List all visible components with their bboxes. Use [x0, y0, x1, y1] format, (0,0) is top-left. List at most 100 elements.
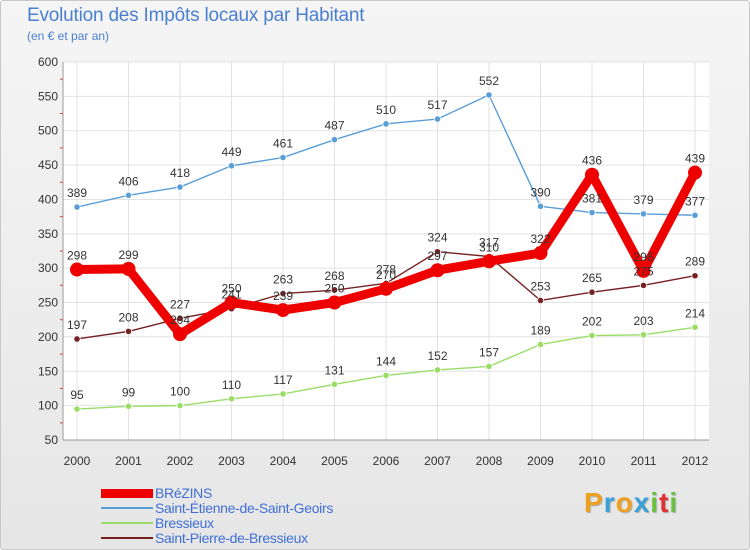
- data-point: [433, 366, 442, 374]
- y-tick-label: 300: [38, 261, 58, 275]
- y-tick-label: 250: [38, 296, 58, 310]
- y-tick-label: 100: [38, 399, 58, 413]
- data-label: 418: [170, 166, 190, 180]
- data-point: [279, 290, 287, 298]
- y-tick-label: 550: [38, 89, 58, 103]
- data-label: 189: [530, 323, 550, 337]
- data-label: 95: [70, 388, 84, 402]
- legend-swatch: [101, 507, 153, 509]
- chart-subtitle: (en € et par an): [27, 29, 110, 43]
- data-point: [176, 402, 184, 410]
- data-label: 436: [582, 154, 602, 168]
- data-point: [227, 395, 236, 403]
- data-label: 377: [685, 194, 705, 208]
- x-tick-label: 2005: [321, 454, 348, 468]
- logo-letter: r: [603, 487, 616, 518]
- data-point: [330, 136, 339, 144]
- data-label: 381: [582, 192, 602, 206]
- x-tick-label: 2011: [631, 454, 657, 468]
- data-label: 157: [479, 345, 499, 359]
- data-label: 265: [582, 271, 602, 285]
- data-point: [73, 203, 81, 211]
- data-label: 208: [118, 310, 138, 324]
- data-point: [485, 91, 493, 99]
- data-point: [636, 263, 651, 278]
- x-tick-label: 2004: [270, 454, 297, 468]
- y-tick-label: 50: [45, 433, 59, 447]
- data-label: 241: [221, 288, 241, 302]
- data-label: 253: [530, 279, 550, 293]
- legend-label: BRéZINS: [155, 485, 213, 501]
- data-point: [330, 286, 339, 294]
- data-point: [691, 323, 699, 331]
- data-label: 517: [427, 98, 447, 112]
- data-point: [433, 115, 442, 123]
- data-point: [688, 165, 702, 180]
- data-point: [379, 281, 393, 296]
- data-label: 197: [67, 318, 87, 332]
- logo-letter: P: [584, 487, 604, 518]
- chart-title: Evolution des Impôts locaux par Habitant: [27, 5, 365, 26]
- y-tick-label: 350: [38, 227, 58, 241]
- data-point: [585, 167, 599, 182]
- data-point: [639, 210, 648, 218]
- data-label: 289: [685, 255, 705, 269]
- data-point: [73, 335, 81, 343]
- data-label: 131: [324, 363, 344, 377]
- data-label: 275: [633, 264, 653, 278]
- data-label: 99: [122, 385, 136, 399]
- x-tick-label: 2010: [579, 454, 606, 468]
- data-label: 204: [170, 313, 190, 327]
- data-point: [430, 263, 445, 278]
- data-point: [382, 120, 390, 128]
- data-point: [433, 248, 442, 256]
- logo-letter: t: [659, 487, 670, 518]
- data-point: [330, 380, 339, 388]
- data-point: [124, 327, 133, 336]
- data-point: [382, 371, 390, 379]
- data-point: [279, 153, 287, 162]
- data-point: [536, 296, 545, 305]
- data-point: [70, 262, 84, 277]
- data-label: 152: [427, 349, 447, 363]
- data-point: [536, 202, 545, 210]
- data-label: 379: [633, 193, 653, 207]
- data-point: [691, 211, 699, 219]
- data-point: [639, 281, 648, 289]
- legend-swatch: [101, 489, 153, 498]
- data-point: [173, 327, 187, 342]
- data-label: 449: [221, 145, 241, 159]
- data-label: 239: [273, 289, 293, 303]
- data-label: 390: [530, 185, 550, 199]
- data-point: [588, 208, 596, 217]
- data-point: [482, 254, 496, 269]
- data-label: 297: [427, 249, 447, 263]
- data-label: 552: [479, 74, 499, 88]
- logo-letter: i: [669, 487, 679, 518]
- x-tick-label: 2008: [476, 454, 503, 468]
- x-tick-label: 2006: [373, 454, 400, 468]
- x-tick-label: 2009: [527, 454, 554, 468]
- legend-swatch: [101, 522, 153, 524]
- x-tick-label: 2007: [424, 454, 451, 468]
- data-label: 296: [633, 250, 653, 264]
- data-label: 203: [633, 314, 653, 328]
- data-label: 406: [118, 174, 138, 188]
- legend-item: Saint-Étienne-de-Saint-Geoirs: [101, 500, 401, 516]
- data-label: 117: [273, 373, 292, 387]
- data-label: 227: [170, 297, 190, 311]
- data-point: [327, 295, 342, 310]
- proxiti-logo: Proxiti: [584, 487, 678, 519]
- legend-item: BRéZINS: [101, 485, 401, 501]
- logo-letter: i: [650, 487, 660, 518]
- data-label: 310: [479, 240, 499, 254]
- x-tick-label: 2001: [115, 454, 142, 468]
- data-label: 202: [582, 315, 602, 329]
- x-tick-label: 2002: [167, 454, 194, 468]
- data-label: 268: [324, 269, 344, 283]
- data-point: [691, 272, 699, 280]
- y-tick-label: 200: [38, 330, 58, 344]
- data-point: [536, 340, 545, 349]
